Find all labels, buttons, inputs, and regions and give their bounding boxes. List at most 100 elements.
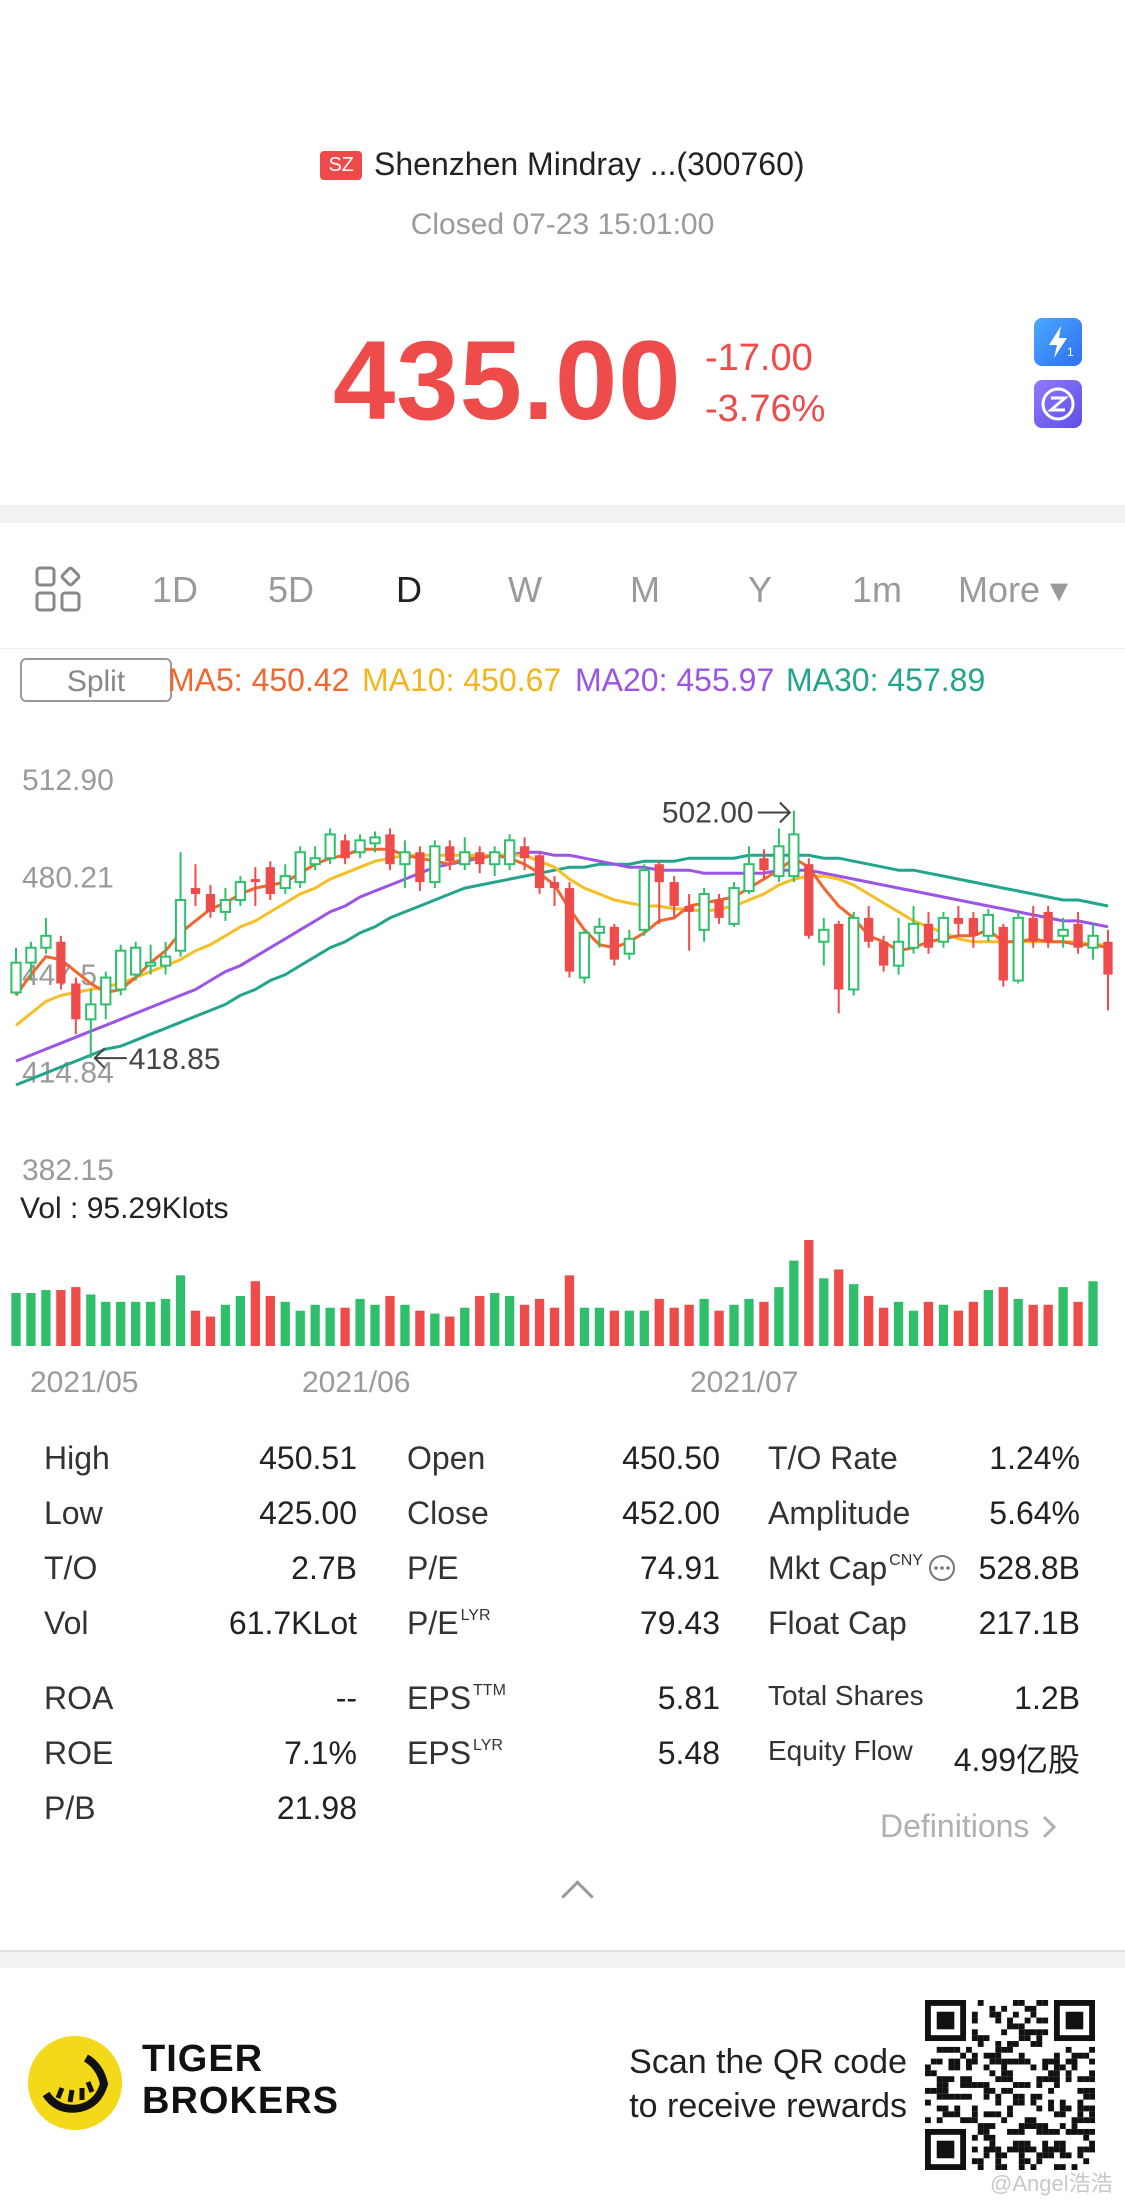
candle <box>1073 911 1083 954</box>
volume-bar <box>609 1310 619 1346</box>
ma20-label: MA20: 455.97 <box>575 662 775 698</box>
volume-bar <box>759 1301 769 1346</box>
volume-bar <box>175 1275 186 1346</box>
stat-label: Amplitude <box>768 1495 911 1531</box>
tab-1d[interactable]: 1D <box>152 569 199 610</box>
candle <box>369 831 381 853</box>
stat-value: 2.7B <box>291 1550 357 1586</box>
tab-w[interactable]: W <box>508 569 542 610</box>
tiger-logo-icon <box>28 2036 122 2130</box>
volume-bar <box>1043 1304 1053 1346</box>
volume-bar <box>819 1278 829 1346</box>
tab-y[interactable]: Y <box>748 569 773 610</box>
ma30-label: MA30: 457.89 <box>786 662 986 698</box>
stat-value: -- <box>335 1680 357 1716</box>
watermark: @Angel浩浩 <box>990 2171 1113 2196</box>
candle <box>279 864 291 895</box>
volume-bar <box>280 1301 290 1346</box>
candle <box>788 810 800 883</box>
candle <box>159 941 172 975</box>
brand-name: TIGER BROKERS <box>142 2038 339 2122</box>
info-icon[interactable] <box>927 1553 957 1583</box>
stat-value: 5.64% <box>989 1495 1080 1531</box>
volume-bar <box>699 1298 709 1346</box>
volume-bar <box>624 1310 634 1346</box>
stat-value: 1.24% <box>989 1440 1080 1476</box>
high-label: 502.00 <box>662 797 754 830</box>
candle <box>818 917 830 966</box>
candle <box>982 908 994 942</box>
volume-bar <box>654 1298 664 1346</box>
candle <box>878 935 889 972</box>
candle <box>638 864 650 936</box>
stat-value: 217.1B <box>978 1605 1080 1641</box>
candle <box>399 840 411 889</box>
z-icon[interactable] <box>1034 380 1082 428</box>
volume-bar <box>774 1287 784 1346</box>
stat-value: 450.50 <box>622 1440 720 1476</box>
lightning-icon[interactable]: 1 <box>1034 318 1082 366</box>
ma5-label: MA5: 450.42 <box>168 662 350 698</box>
stat-label: Low <box>44 1495 103 1531</box>
candle <box>385 828 395 871</box>
volume-bar <box>849 1284 859 1346</box>
volume-bar <box>519 1304 530 1346</box>
candle <box>609 923 619 966</box>
candle <box>115 944 127 996</box>
stat-label-sup: TTM <box>473 1682 506 1699</box>
grid-icon[interactable] <box>35 566 81 612</box>
low-label: 418.85 <box>129 1043 221 1076</box>
candle <box>923 911 934 954</box>
svg-text:1: 1 <box>1067 345 1074 359</box>
candle <box>265 861 275 900</box>
stat-label: P/B <box>44 1790 96 1826</box>
scan-line2: to receive rewards <box>629 2087 907 2125</box>
candle <box>340 834 350 865</box>
candle <box>130 941 142 981</box>
candle <box>698 888 710 942</box>
y-tick-label: 414.84 <box>22 1057 114 1090</box>
volume-bar <box>131 1301 141 1346</box>
volume-bar <box>265 1295 275 1346</box>
x-tick-label: 2021/07 <box>690 1366 798 1399</box>
candle <box>519 837 530 871</box>
volume-bar <box>864 1295 874 1346</box>
stat-value: 21.98 <box>276 1790 357 1826</box>
volume-bar <box>86 1294 96 1346</box>
candle <box>669 876 679 918</box>
candle <box>10 947 22 996</box>
stat-label: T/O Rate <box>768 1440 898 1476</box>
last-price: 435.00 <box>333 318 682 443</box>
stat-label: Float Cap <box>768 1605 907 1641</box>
stat-label: Mkt Cap CNY <box>768 1550 957 1587</box>
candle <box>578 929 591 984</box>
tab-m[interactable]: M <box>630 569 660 610</box>
candle <box>100 971 112 1020</box>
volume-bar <box>11 1293 21 1346</box>
volume-bar <box>145 1301 156 1346</box>
chevron-right-icon <box>1043 1815 1057 1839</box>
candle <box>684 894 694 951</box>
stat-value: 7.1% <box>284 1735 357 1771</box>
volume-bar <box>310 1304 320 1346</box>
candle <box>953 905 964 936</box>
tab-1m[interactable]: 1m <box>852 569 903 610</box>
stat-value: 452.00 <box>622 1495 720 1531</box>
tab-d[interactable]: D <box>396 569 422 610</box>
chevron-up-icon[interactable] <box>561 1880 594 1913</box>
tab-more[interactable]: More ▾ <box>958 569 1069 610</box>
tab-5d[interactable]: 5D <box>268 569 315 610</box>
volume-bar <box>295 1310 305 1346</box>
stat-label: EPS LYR <box>407 1735 503 1771</box>
period-tabs <box>0 523 1125 649</box>
brand-line2: BROKERS <box>142 2080 340 2122</box>
candle <box>234 876 247 906</box>
ma10-label: MA10: 450.67 <box>362 662 562 698</box>
volume-bar <box>968 1301 979 1346</box>
candle <box>907 905 920 954</box>
definitions-link[interactable]: Definitions <box>880 1808 1060 1845</box>
split-button[interactable]: Split <box>20 658 172 702</box>
scan-text: Scan the QR code to receive rewards <box>629 2040 907 2128</box>
qr-code-icon[interactable] <box>925 2000 1095 2170</box>
